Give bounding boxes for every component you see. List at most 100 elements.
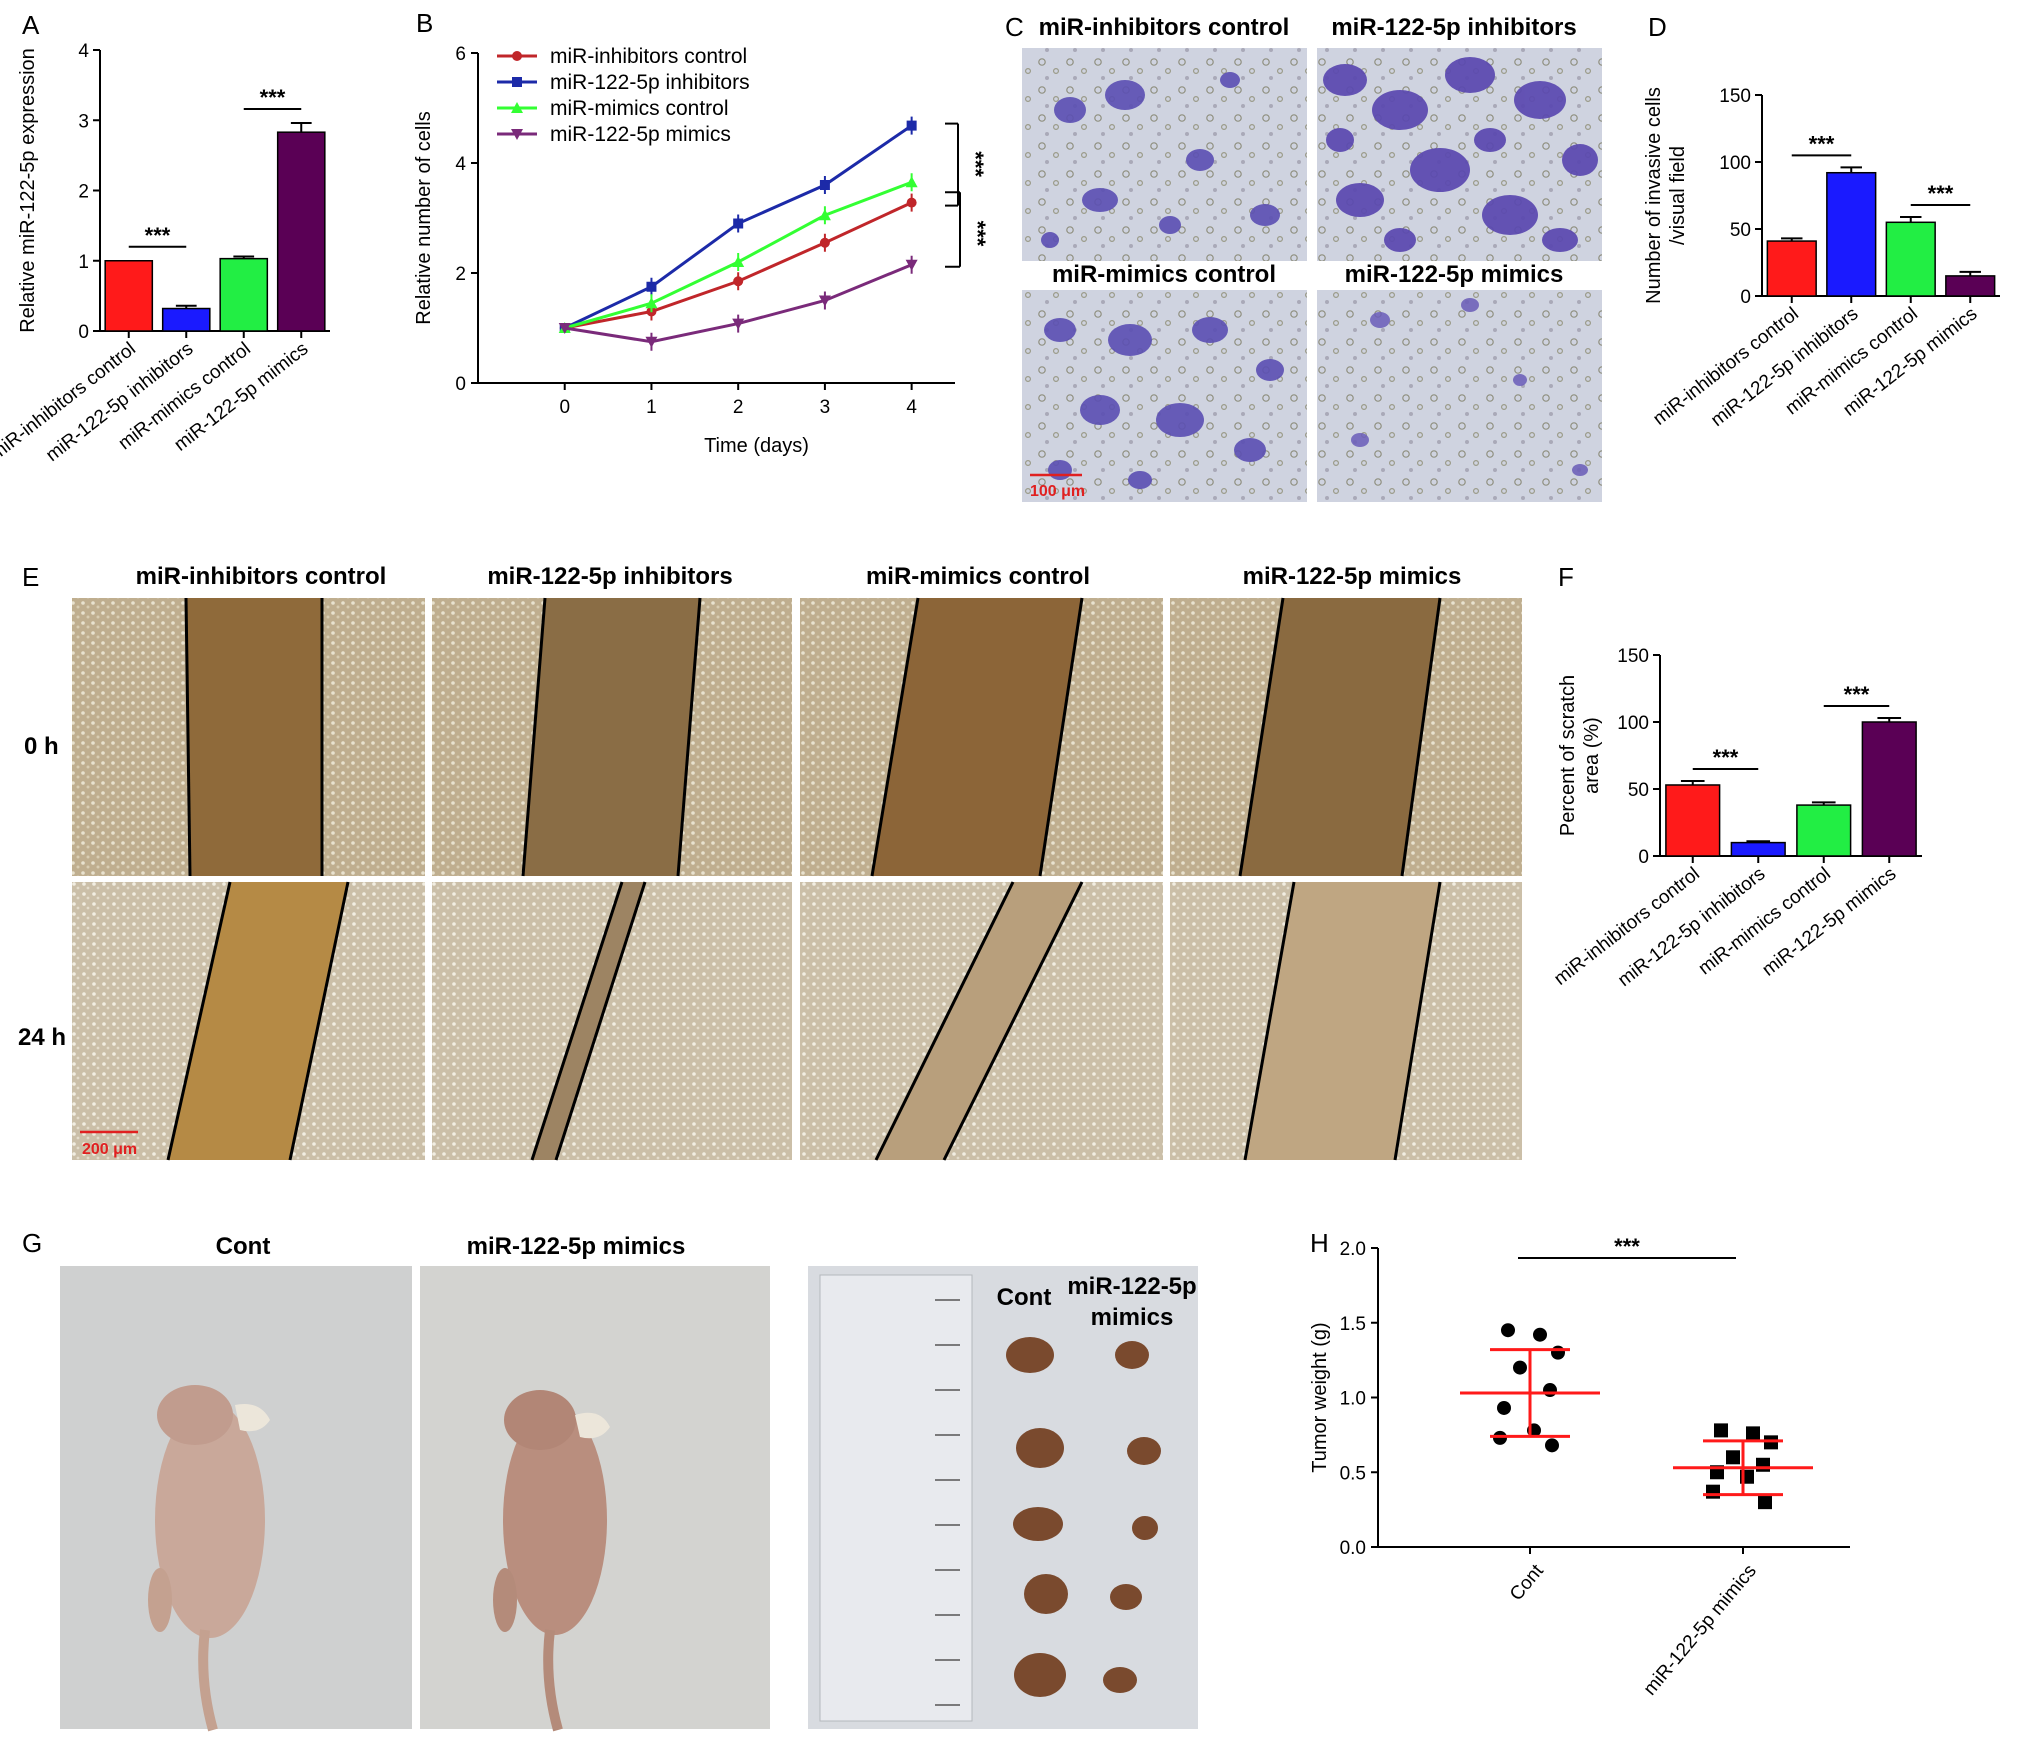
c-title-inhibitors-control: miR-inhibitors control [1039,14,1290,41]
panel-label-e: E [22,562,39,592]
bar [219,257,269,332]
y-tick-label: 0 [1740,287,1751,308]
y-tick-label: 2 [455,264,466,285]
e-row-label-0h: 0 h [24,733,59,760]
scratch-image-24h-inhibitors-control: 200 μm [72,881,425,1161]
e-title-mimics-control: miR-mimics control [866,563,1090,590]
significance-label: *** [1928,181,1954,206]
y-axis-label: area (%) [1581,717,1603,794]
e-title-122-mimics: miR-122-5p mimics [1243,563,1462,590]
y-axis-label: Number of invasive cells [1643,87,1665,304]
panel-label-c: C [1005,12,1024,42]
y-axis-label: Relative number of cells [413,111,435,324]
legend-marker [511,129,523,140]
mouse-photo-122-mimics [420,1266,770,1732]
significance-label: *** [963,151,988,177]
e-title-122-inhibitors: miR-122-5p inhibitors [487,563,732,590]
data-point [1551,1345,1565,1360]
bar [1885,221,1936,297]
invasion-image-inhibitors-control [1022,48,1307,261]
y-tick-label: 2.0 [1340,1239,1366,1260]
scratch-image-24h-mimics-control [800,881,1163,1161]
c-title-122-inhibitors: miR-122-5p inhibitors [1331,14,1576,41]
y-tick-label: 0 [1638,847,1649,868]
x-tick-label: miR-122-5p mimics [1640,1561,1761,1700]
legend-marker [512,77,522,87]
y-tick-label: 150 [1617,646,1649,667]
panel-label-b: B [416,8,433,38]
bar [104,260,154,332]
data-point [1497,1400,1511,1415]
y-tick-label: 100 [1719,153,1751,174]
panel-g-xenograft: Cont miR-122-5p mimics [60,1233,1198,1732]
data-point [1726,1450,1740,1465]
y-tick-label: 0 [455,374,466,395]
invasion-image-122-mimics [1317,290,1602,502]
data-point [1714,1423,1728,1438]
y-axis-label: Tumor weight (g) [1309,1322,1331,1472]
data-point [1501,1323,1515,1338]
panel-label-f: F [1558,562,1574,592]
legend-label: miR-122-5p inhibitors [550,71,750,94]
legend-label: miR-122-5p mimics [550,123,731,146]
x-tick-label: 2 [733,397,744,418]
c-title-mimics-control: miR-mimics control [1052,261,1276,288]
bar [1861,721,1917,857]
chart-b-cell-growth: 0 2 4 6 0 1 2 3 4 Time (days) Relative number of c… [413,44,990,457]
bar [1665,784,1721,857]
invasion-image-122-inhibitors [1317,48,1602,261]
x-tick-label: 0 [559,397,570,418]
significance-label: *** [1809,131,1835,156]
y-axis-label: /visual field [1667,146,1689,245]
tumor-label-122: miR-122-5p [1067,1273,1196,1300]
scratch-image-0h-inhibitors-control [72,597,425,877]
panel-c-micrographs: miR-inhibitors control miR-122-5p inhibi… [1022,14,1602,502]
y-tick-label: 2 [78,182,89,203]
scratch-image-0h-mimics-control [800,597,1163,877]
y-tick-label: 0.0 [1340,1538,1366,1559]
bar [1766,240,1817,297]
x-tick-label: 4 [906,397,917,418]
mouse-photo-cont [60,1266,412,1732]
legend-label: miR-inhibitors control [550,45,747,68]
y-tick-label: 4 [455,154,466,175]
scale-bar-e-label: 200 μm [82,1141,137,1158]
scratch-image-24h-122-mimics [1170,881,1522,1161]
tumor-label-cont: Cont [997,1284,1052,1311]
scratch-image-24h-122-inhibitors [432,881,792,1161]
x-tick-label: Cont [1506,1560,1548,1605]
bar [1826,171,1877,297]
y-tick-label: 0 [78,322,89,343]
panel-label-h: H [1310,1228,1329,1258]
data-point [1545,1438,1559,1453]
scale-bar-c-label: 100 μm [1030,483,1085,500]
data-point [1533,1327,1547,1342]
legend-label: miR-mimics control [550,97,729,120]
y-tick-label: 50 [1730,220,1751,241]
y-tick-label: 6 [455,44,466,65]
data-point [1543,1383,1557,1398]
legend-marker [511,102,523,113]
y-tick-label: 3 [78,111,89,132]
x-tick-label: 3 [820,397,831,418]
significance-label: *** [260,85,286,110]
bar [161,307,211,332]
data-point [1756,1457,1770,1472]
y-axis-label: Percent of scratch [1557,675,1579,836]
significance-label: *** [965,221,990,247]
scratch-image-0h-122-inhibitors [432,597,792,877]
data-point [1513,1360,1527,1375]
y-tick-label: 1.0 [1340,1389,1366,1410]
x-tick-label: 1 [646,397,657,418]
scratch-image-0h-122-mimics [1170,597,1522,877]
y-axis-label: Relative miR-122-5p expression [17,48,39,333]
bar [1796,804,1852,857]
g-title-cont: Cont [216,1233,271,1260]
y-tick-label: 1.5 [1340,1314,1366,1335]
bar [1730,841,1786,857]
bar [1945,275,1996,297]
panel-label-a: A [22,10,40,40]
